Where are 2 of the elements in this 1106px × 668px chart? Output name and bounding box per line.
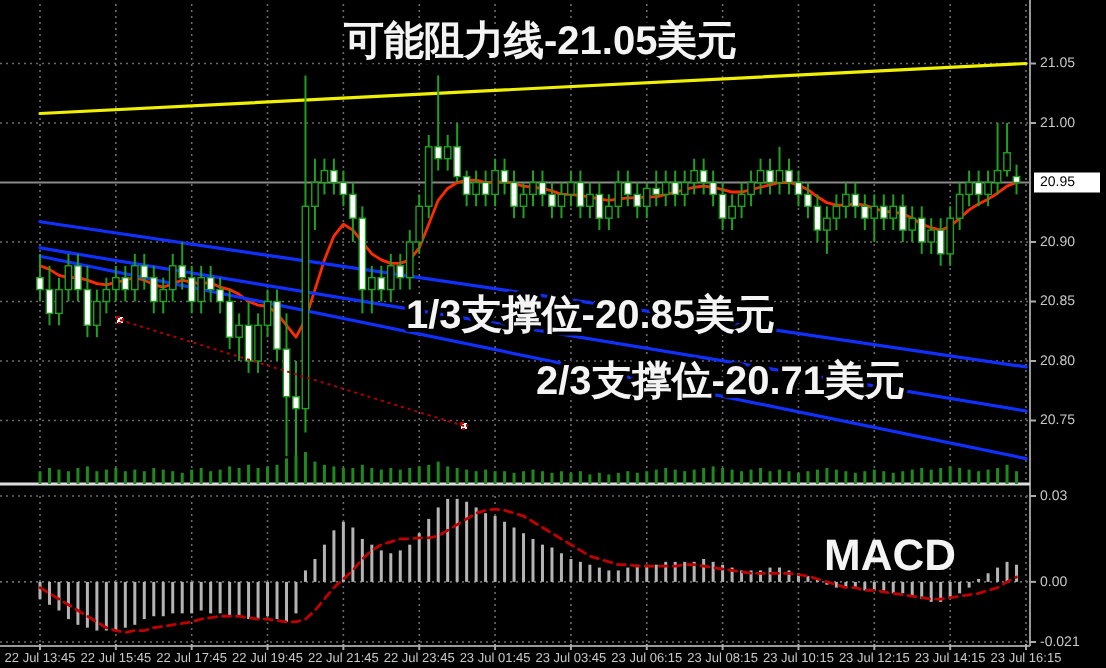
annotation: 可能阻力线-21.05美元 bbox=[342, 18, 738, 64]
text: MACD bbox=[824, 530, 956, 580]
